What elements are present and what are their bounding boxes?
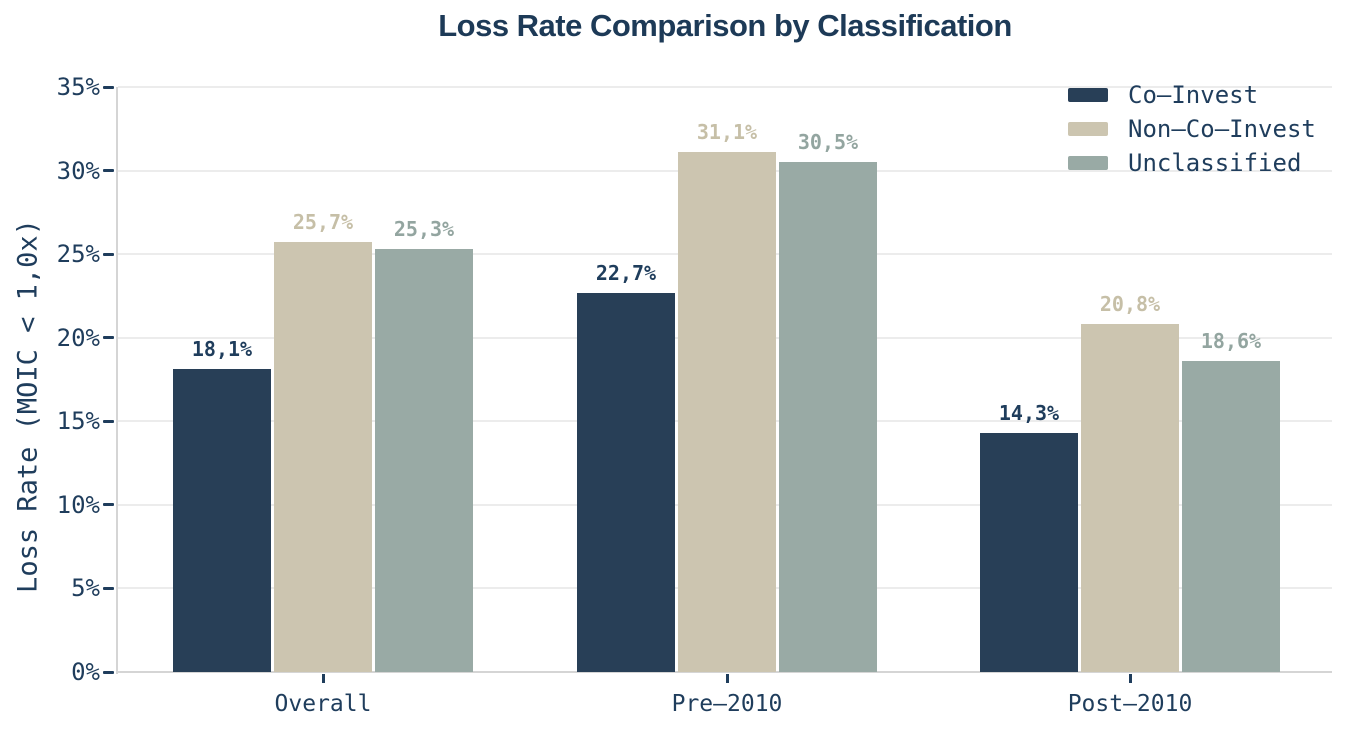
legend: Co–Invest Non–Co–Invest Unclassified [1068, 78, 1316, 180]
chart-title: Loss Rate Comparison by Classification [438, 8, 1012, 43]
y-axis-tick [103, 85, 114, 89]
gridline [118, 86, 1332, 88]
x-axis-line [118, 671, 1332, 673]
legend-swatch-co-invest [1068, 88, 1108, 102]
legend-swatch-unclassified [1068, 156, 1108, 170]
y-axis-tick [103, 670, 114, 674]
bar-value-label: 30,5% [797, 130, 859, 155]
plot-area: 0% 5% 10% 15% 20% 25% 30% 35% 18,1% 25,7% 25,3% Ove… [57, 75, 1332, 717]
bar-value-label: 18,6% [1200, 329, 1262, 354]
x-axis-tick [725, 674, 729, 683]
bar-unclassified-overall [375, 249, 473, 672]
x-axis-label: Overall [274, 691, 372, 717]
bar-value-label: 31,1% [696, 120, 758, 145]
y-tick-label: 30% [56, 156, 100, 185]
bar-non-co-invest-overall [274, 242, 372, 672]
bar-value-label: 20,8% [1099, 292, 1161, 317]
bar-unclassified-pre-2010 [779, 162, 877, 672]
bar-value-label: 25,7% [292, 210, 354, 235]
y-axis-tick [103, 586, 114, 590]
bar-value-label: 14,3% [998, 401, 1060, 425]
y-axis-tick [103, 252, 114, 256]
legend-label: Non–Co–Invest [1128, 115, 1316, 143]
x-axis-label: Pre–2010 [671, 691, 783, 717]
y-tick-label: 5% [71, 574, 100, 603]
y-tick-label: 15% [56, 407, 100, 436]
y-axis-tick [103, 503, 114, 507]
y-tick-label: 0% [71, 658, 100, 686]
y-tick-label: 25% [56, 240, 100, 269]
bar-co-invest-pre-2010 [577, 292, 675, 672]
y-tick-label: 10% [56, 490, 100, 519]
x-axis-tick [1128, 674, 1132, 683]
y-tick-label: 35% [56, 73, 100, 101]
bar-non-co-invest-pre-2010 [678, 152, 776, 672]
y-axis-tick [103, 169, 114, 173]
y-axis-tick [103, 336, 114, 340]
bar-unclassified-post-2010 [1182, 361, 1280, 672]
x-axis-label: Post–2010 [1067, 691, 1193, 717]
legend-item-unclassified: Unclassified [1068, 146, 1316, 180]
bar-non-co-invest-post-2010 [1081, 324, 1179, 672]
bar-co-invest-post-2010 [980, 433, 1078, 672]
legend-label: Co–Invest [1128, 81, 1259, 109]
legend-item-non-co-invest: Non–Co–Invest [1068, 112, 1316, 146]
y-axis-line [116, 87, 118, 674]
bar-value-label: 22,7% [595, 260, 657, 285]
bar-value-label: 25,3% [393, 217, 455, 242]
legend-swatch-non-co-invest [1068, 122, 1108, 136]
bar-co-invest-overall [173, 369, 271, 672]
y-axis-tick [103, 419, 114, 423]
y-axis-title: Loss Rate (MOIC < 1,0x) [12, 219, 44, 593]
y-tick-label: 20% [56, 323, 100, 352]
bar-value-label: 18,1% [191, 337, 253, 362]
legend-label: Unclassified [1128, 149, 1302, 177]
legend-item-co-invest: Co–Invest [1068, 78, 1316, 112]
x-axis-tick [321, 674, 325, 683]
